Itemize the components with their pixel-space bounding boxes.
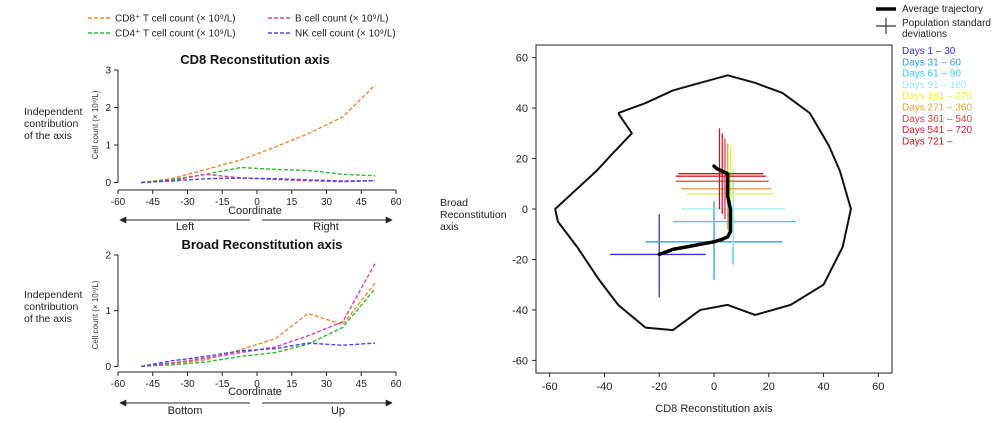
series-line: [141, 166, 376, 184]
population-outline: [554, 74, 852, 332]
y-axis-label-line: axis: [440, 221, 459, 233]
y-tick-label: 0: [105, 362, 111, 373]
legend-period-label: Days 271 – 360: [902, 103, 972, 114]
x-tick-label: 60: [872, 381, 884, 393]
legend-period-label: Days 181 – 270: [902, 91, 972, 102]
direction-label-right: Right: [313, 221, 339, 233]
y-tick-label: 0: [522, 204, 528, 216]
y-tick-label: 1: [105, 141, 111, 152]
x-tick-label: 20: [763, 381, 775, 393]
top-legend: CD8⁺ T cell count (× 10⁹/L) B cell count …: [88, 14, 396, 40]
x-tick-label: 15: [286, 379, 298, 390]
average-trajectory: [657, 164, 733, 257]
y-tick-label: 0: [105, 178, 111, 189]
side-label-line: contribution: [24, 118, 78, 130]
legend-label: B cell count (× 10⁹/L): [295, 14, 389, 25]
x-tick-label: -60: [542, 381, 558, 393]
x-axis-label: CD8 Reconstitution axis: [655, 403, 773, 415]
x-tick-label: -30: [180, 197, 195, 208]
direction-label-left: Left: [176, 221, 194, 233]
x-tick-label: 0: [254, 197, 260, 208]
y-tick-label: 3: [105, 66, 111, 77]
x-axis-label: Coordinate: [228, 386, 282, 398]
x-tick-label: 0: [711, 381, 717, 393]
x-axis-label: Coordinate: [228, 205, 282, 217]
x-tick-label: -60: [111, 379, 126, 390]
x-tick-label: -40: [597, 381, 613, 393]
y-axis-label-line: Broad: [440, 197, 468, 209]
x-tick-label: 0: [254, 379, 260, 390]
legend-period-label: Days 361 – 540: [902, 114, 972, 125]
series-line: [141, 84, 376, 184]
side-label-line: of the axis: [24, 313, 72, 325]
y-tick-label: -40: [512, 305, 528, 317]
x-tick-label: 60: [390, 379, 402, 390]
trajectory-legend: Average trajectory Population standarddev…: [876, 4, 991, 147]
legend-period-label: Days 31 – 60: [902, 57, 961, 68]
direction-label-right: Up: [331, 405, 345, 417]
y-axis-label-line: Reconstitution: [440, 209, 507, 221]
x-tick-label: 45: [356, 379, 368, 390]
series-line: [141, 282, 376, 368]
series-line: [141, 287, 376, 368]
legend-label: CD8⁺ T cell count (× 10⁹/L): [115, 14, 236, 25]
series-line: [141, 177, 376, 184]
x-tick-label: -15: [215, 379, 230, 390]
series-line: [141, 263, 376, 368]
x-tick-label: -15: [215, 197, 230, 208]
side-label-line: contribution: [24, 301, 78, 313]
series-line: [141, 342, 376, 368]
x-tick-label: 30: [321, 379, 333, 390]
cd8-axis-chart: CD8 Reconstitution axis Independentcontr…: [24, 52, 402, 233]
legend-average-label: Average trajectory: [902, 4, 983, 15]
legend-period-label: Days 61 – 90: [902, 69, 961, 80]
side-label-line: Independent: [24, 106, 82, 118]
y-tick-label: 2: [105, 251, 111, 262]
legend-label: CD4⁺ T cell count (× 10⁹/L): [115, 29, 236, 40]
legend-period-label: Days 91 – 180: [902, 80, 967, 91]
y-tick-label: -60: [512, 355, 528, 367]
legend-label: NK cell count (× 10⁹/L): [295, 29, 396, 40]
y-axis-label: Cell count (× 10⁹/L): [91, 90, 100, 159]
legend-sd-label: deviations: [902, 29, 947, 40]
y-tick-label: 20: [516, 154, 528, 166]
side-label-line: of the axis: [24, 130, 72, 142]
broad-axis-chart: Broad Reconstitution axis Independentcon…: [24, 237, 402, 417]
y-tick-label: 1: [105, 306, 111, 317]
x-tick-label: -45: [146, 379, 161, 390]
y-tick-label: 40: [516, 103, 528, 115]
x-tick-label: -20: [651, 381, 667, 393]
legend-period-label: Days 721 –: [902, 136, 953, 147]
x-tick-label: 45: [356, 197, 368, 208]
x-tick-label: -45: [146, 197, 161, 208]
chart-title: CD8 Reconstitution axis: [180, 52, 330, 67]
legend-sd-label: Population standard: [902, 18, 991, 29]
side-label-line: Independent: [24, 289, 82, 301]
x-tick-label: 30: [321, 197, 333, 208]
legend-period-label: Days 541 – 720: [902, 125, 972, 136]
x-tick-label: 40: [817, 381, 829, 393]
legend-period-label: Days 1 – 30: [902, 46, 956, 57]
chart-title: Broad Reconstitution axis: [181, 237, 342, 252]
x-tick-label: -30: [180, 379, 195, 390]
direction-label-left: Bottom: [168, 405, 203, 417]
y-tick-label: -20: [512, 254, 528, 266]
y-tick-label: 60: [516, 53, 528, 65]
x-tick-label: 60: [390, 197, 402, 208]
x-tick-label: -60: [111, 197, 126, 208]
y-axis-label: Cell count (× 10⁹/L): [91, 280, 100, 349]
y-tick-label: 2: [105, 103, 111, 114]
x-tick-label: 15: [286, 197, 298, 208]
